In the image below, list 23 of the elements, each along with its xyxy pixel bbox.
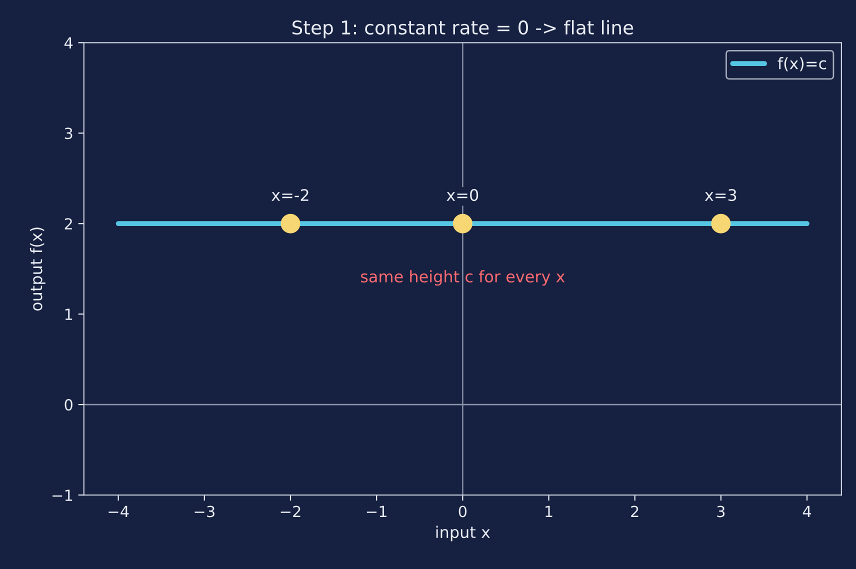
y-tick-label: 1: [65, 308, 72, 320]
x-tick-label: −3: [194, 506, 214, 518]
y-tick-label: −1: [52, 490, 72, 501]
legend-label: f(x)=c: [778, 57, 826, 72]
x-tick-label: 0: [458, 506, 467, 518]
annotation: x=0: [446, 188, 478, 202]
annotation: same height c for every x: [360, 270, 565, 286]
annotation: x=3: [704, 188, 736, 202]
x-axis-title: input x: [436, 526, 490, 542]
x-tick-label: 1: [546, 506, 552, 518]
y-tick-label: 0: [64, 399, 72, 411]
chart-title: Step 1: constant rate = 0 -> flat line: [292, 20, 634, 38]
x-tick-label: −1: [366, 506, 386, 518]
annotation: x=-2: [272, 188, 308, 201]
y-axis-title: output f(x): [30, 228, 46, 311]
x-tick-label: −2: [280, 506, 300, 518]
x-tick-label: 4: [802, 506, 812, 518]
y-tick-label: 3: [64, 128, 72, 140]
y-tick-label: 4: [64, 37, 73, 48]
y-tick-label: 2: [64, 218, 72, 230]
x-tick-label: 3: [717, 506, 725, 518]
x-tick-label: −4: [108, 506, 129, 518]
x-tick-label: 2: [631, 506, 638, 518]
